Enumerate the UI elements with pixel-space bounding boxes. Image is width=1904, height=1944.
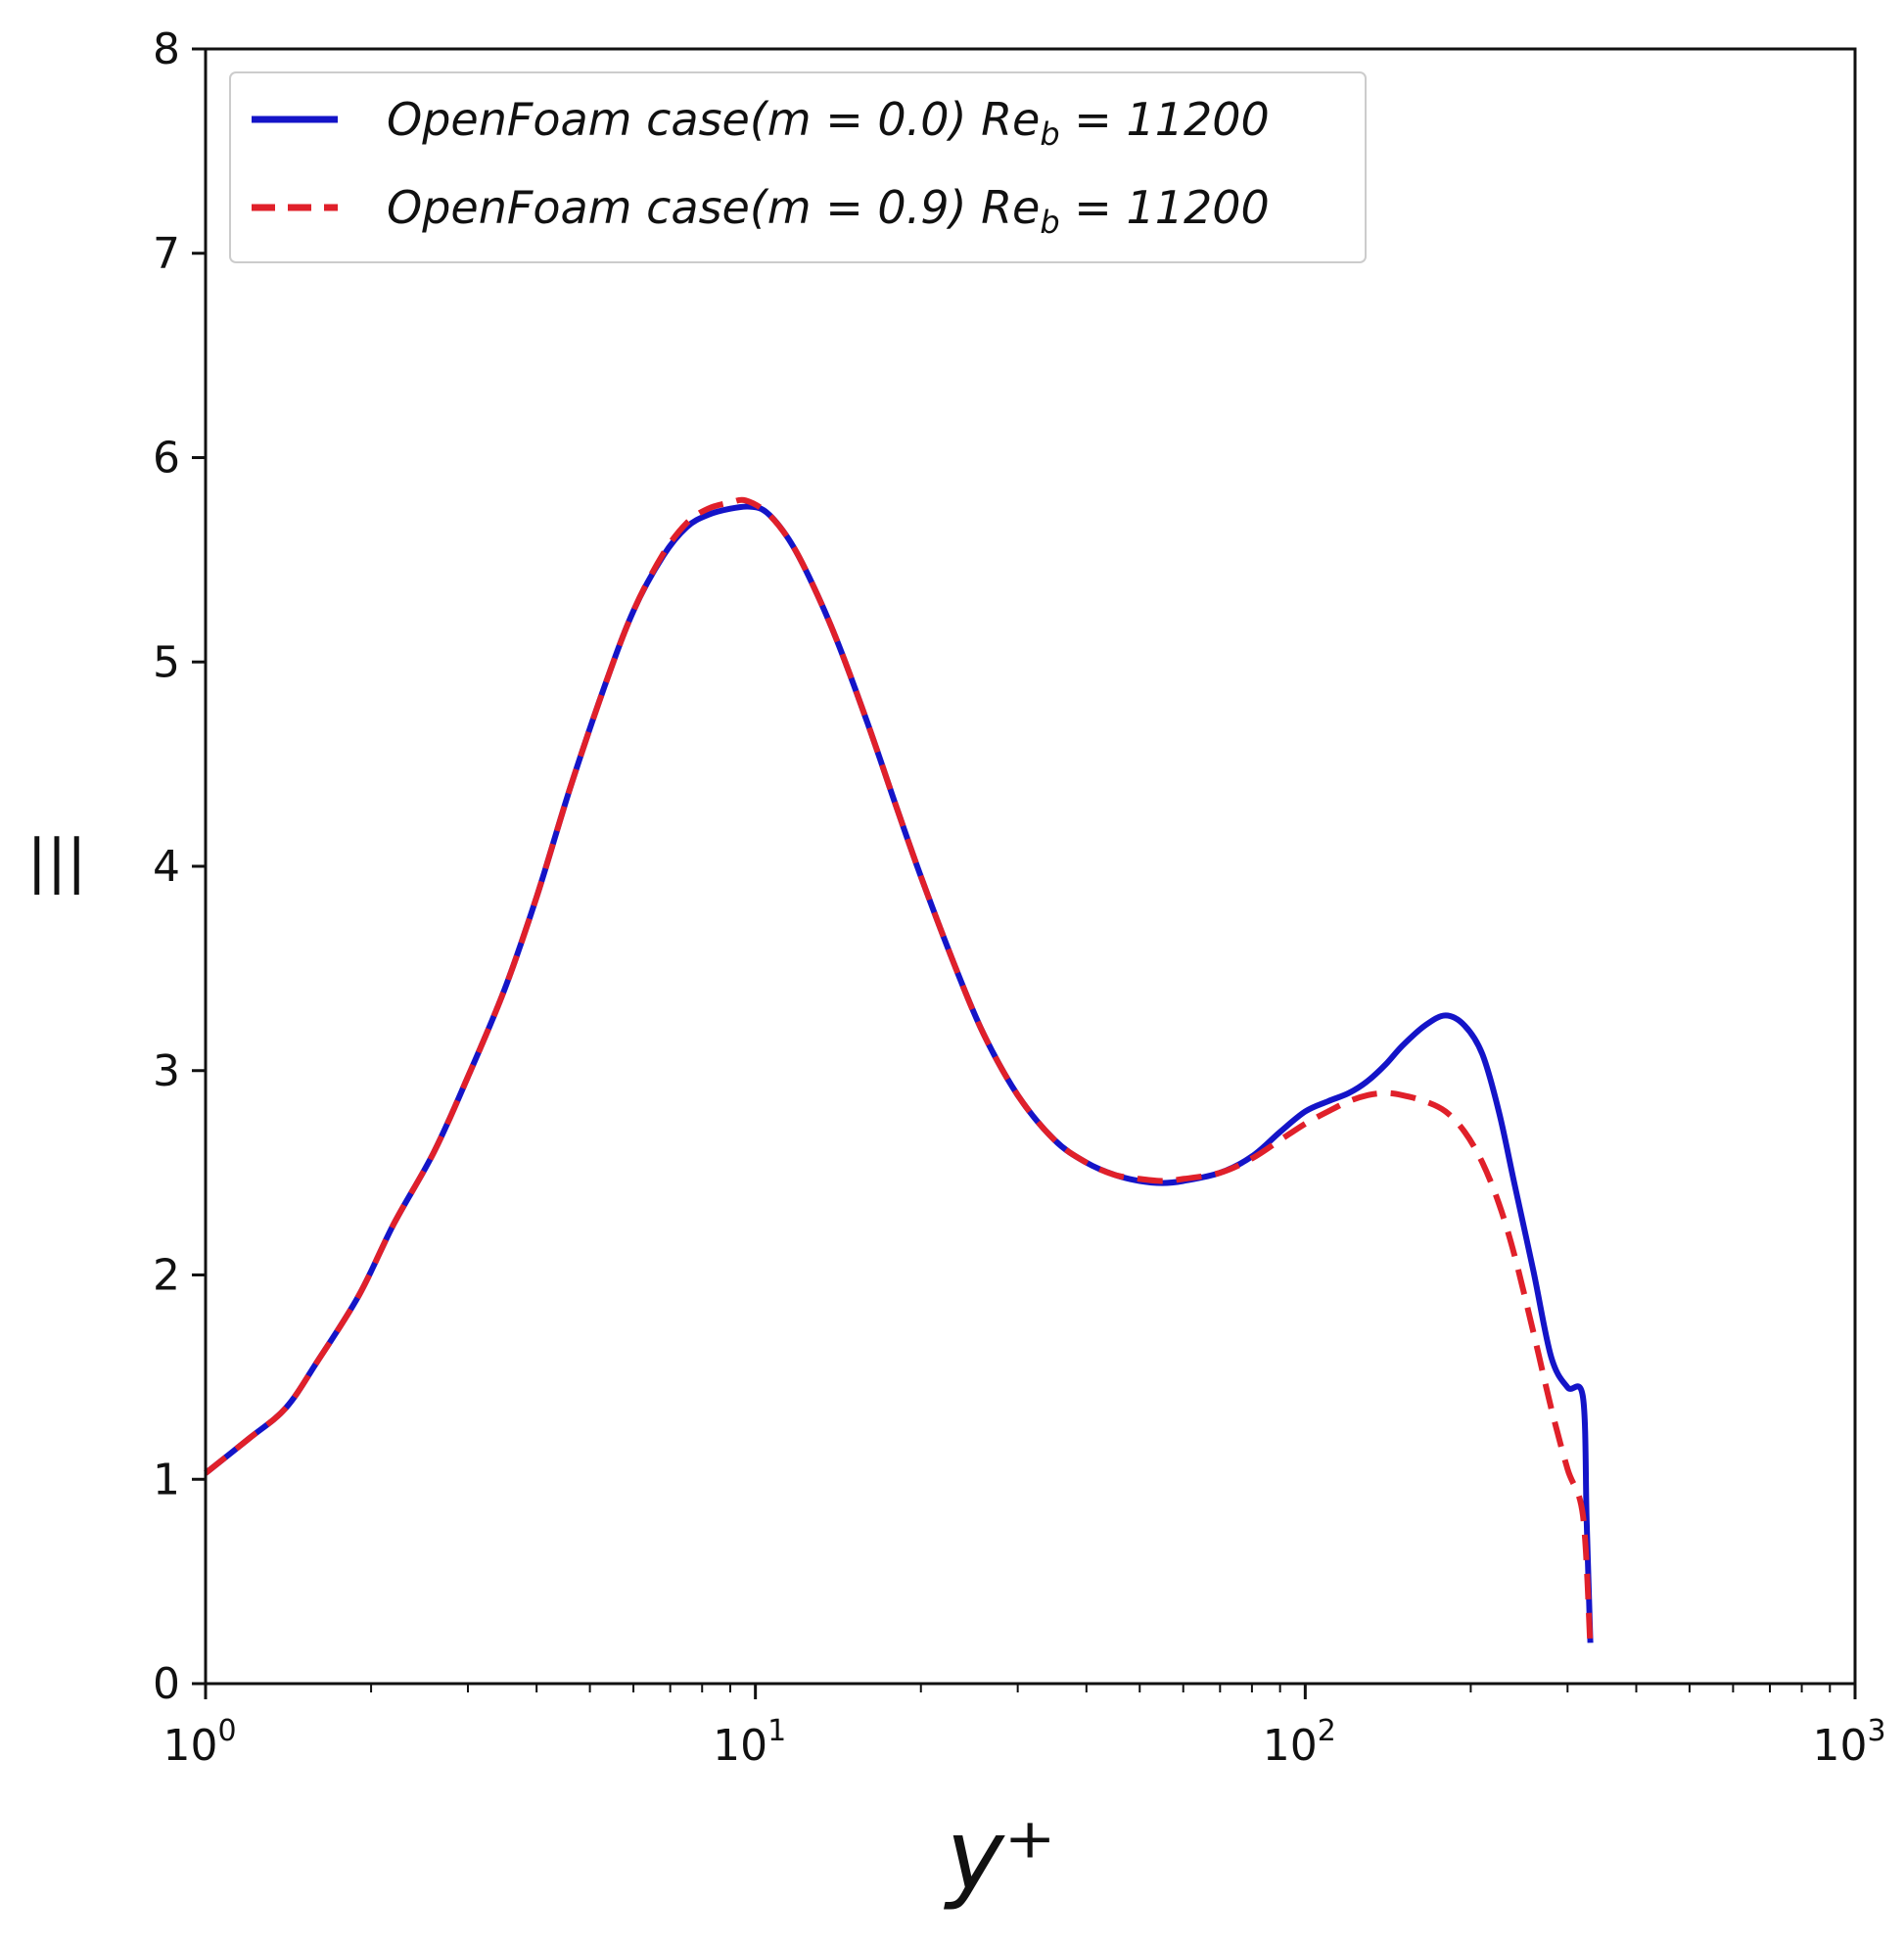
- legend-box: [229, 71, 1367, 263]
- y-axis-label: |||: [27, 827, 87, 896]
- legend-label: OpenFoam case(m = 0.9) Reb = 11200: [387, 181, 1270, 241]
- legend-label: OpenFoam case(m = 0.0) Reb = 11200: [387, 93, 1270, 153]
- x-tick-exponent: 0: [217, 1714, 236, 1748]
- x-tick-base: 10: [713, 1721, 767, 1771]
- x-tick-label: 103: [1812, 1714, 1885, 1771]
- series-layer: [204, 496, 1594, 1647]
- y-tick-label: 4: [153, 842, 180, 892]
- y-tick-label: 5: [153, 637, 180, 687]
- y-tick-label: 6: [153, 434, 180, 484]
- x-tick-label: 102: [1263, 1714, 1336, 1771]
- legend-label-value: = 11200: [1060, 181, 1270, 234]
- legend-label-value: = 11200: [1060, 93, 1270, 146]
- x-tick-base: 10: [1263, 1721, 1318, 1771]
- legend-label-main: OpenFoam case(m = 0.9) Re: [387, 181, 1040, 234]
- y-tick-label: 7: [153, 229, 180, 279]
- x-tick-exponent: 2: [1318, 1714, 1336, 1748]
- legend-label-subscript: b: [1040, 116, 1059, 153]
- x-tick-label: 100: [163, 1714, 236, 1771]
- series-line-m09: [204, 496, 1594, 1647]
- legend-label-subscript: b: [1040, 204, 1059, 241]
- x-tick-label: 101: [713, 1714, 786, 1771]
- y-tick-label: 0: [153, 1659, 180, 1709]
- x-tick-exponent: 3: [1867, 1714, 1885, 1748]
- y-tick-label: 8: [153, 24, 180, 74]
- y-tick-label: 3: [153, 1046, 180, 1096]
- x-axis-label: y⁺: [944, 1798, 1056, 1913]
- y-tick-label: 1: [153, 1455, 180, 1504]
- legend-label-main: OpenFoam case(m = 0.0) Re: [387, 93, 1040, 146]
- x-tick-base: 10: [1812, 1721, 1867, 1771]
- legend: OpenFoam case(m = 0.0) Reb = 11200OpenFo…: [229, 71, 1367, 263]
- x-tick-exponent: 1: [767, 1714, 786, 1748]
- x-tick-base: 10: [163, 1721, 217, 1771]
- y-tick-label: 2: [153, 1251, 180, 1301]
